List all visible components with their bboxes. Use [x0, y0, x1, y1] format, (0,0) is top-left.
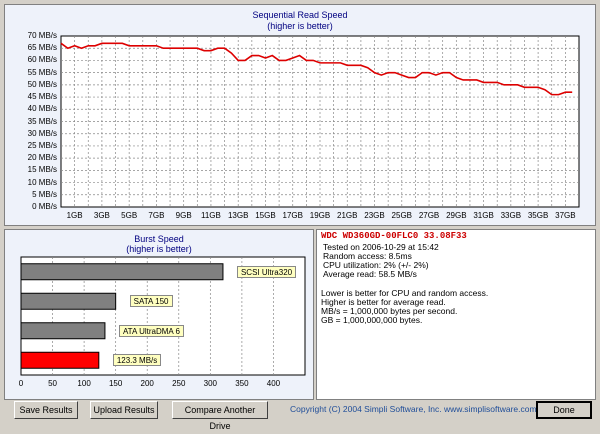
- sequential-y-tick-label: 25 MB/s: [27, 140, 57, 150]
- burst-subtitle: (higher is better): [126, 244, 192, 254]
- sequential-y-tick-label: 5 MB/s: [32, 189, 57, 199]
- burst-x-tick-label: 100: [77, 379, 91, 388]
- sequential-y-tick-label: 50 MB/s: [27, 79, 57, 89]
- burst-x-tick-label: 250: [172, 379, 186, 388]
- sequential-y-tick-label: 15 MB/s: [27, 165, 57, 175]
- sequential-y-tick-label: 10 MB/s: [27, 177, 57, 187]
- burst-x-tick-label: 300: [203, 379, 217, 388]
- copyright-text: Copyright (C) 2004 Simpli Software, Inc.…: [290, 404, 537, 414]
- burst-bar-label: SATA 150: [129, 295, 173, 308]
- sequential-x-tick-label: 11GB: [201, 211, 221, 220]
- burst-x-tick-label: 400: [266, 379, 281, 388]
- sequential-x-tick-label: 21GB: [337, 211, 358, 220]
- sequential-y-tick-label: 20 MB/s: [27, 153, 57, 163]
- sequential-x-tick-label: 1GB: [66, 211, 83, 220]
- average-read: Average read: 58.5 MB/s: [323, 269, 417, 279]
- save-results-button[interactable]: Save Results: [14, 401, 78, 419]
- sequential-x-tick-label: 29GB: [446, 211, 467, 220]
- sequential-title: Sequential Read Speed: [252, 10, 348, 20]
- sequential-y-tick-label: 40 MB/s: [27, 104, 57, 114]
- sequential-x-tick-label: 7GB: [148, 211, 165, 220]
- sequential-x-tick-label: 31GB: [473, 211, 494, 220]
- sequential-x-tick-label: 15GB: [255, 211, 276, 220]
- sequential-read-line: [60, 42, 573, 96]
- burst-bar: [20, 351, 100, 369]
- burst-title: Burst Speed: [134, 234, 184, 244]
- sequential-read-chart: [60, 35, 580, 208]
- burst-x-tick-label: 150: [108, 379, 123, 388]
- burst-bar-label: 123.3 MB/s: [112, 354, 162, 367]
- note-gb-definition: GB = 1,000,000,000 bytes.: [321, 315, 423, 325]
- sequential-y-tick-label: 70 MB/s: [27, 31, 57, 40]
- sequential-y-tick-label: 45 MB/s: [27, 92, 57, 102]
- sequential-x-tick-label: 27GB: [418, 211, 440, 220]
- note-lower-better: Lower is better for CPU and random acces…: [321, 288, 489, 298]
- sequential-x-tick-label: 19GB: [309, 211, 331, 220]
- sequential-y-tick-label: 60 MB/s: [27, 55, 57, 65]
- sequential-x-tick-label: 33GB: [500, 211, 522, 220]
- burst-bar: [20, 263, 224, 281]
- sequential-x-tick-label: 37GB: [555, 211, 576, 220]
- sequential-x-tick-label: 3GB: [93, 211, 110, 220]
- sequential-y-tick-label: 35 MB/s: [27, 116, 57, 126]
- tested-date: Tested on 2006-10-29 at 15:42: [323, 242, 439, 252]
- burst-x-tick-label: 50: [48, 379, 57, 388]
- burst-x-tick-label: 0: [18, 379, 24, 388]
- burst-bar: [20, 322, 106, 340]
- drive-info-panel: WDC WD360GD-00FLC0 33.08F33 Tested on 20…: [316, 229, 596, 400]
- burst-x-tick-label: 200: [140, 379, 154, 388]
- burst-bar: [20, 292, 117, 310]
- burst-bar-label: SCSI Ultra320: [236, 265, 297, 278]
- sequential-y-tick-label: 55 MB/s: [27, 67, 57, 77]
- sequential-x-tick-label: 17GB: [282, 211, 303, 220]
- drive-model: WDC WD360GD-00FLC0 33.08F33: [321, 231, 467, 241]
- random-access: Random access: 8.5ms: [323, 251, 412, 261]
- sequential-read-panel: Sequential Read Speed (higher is better)…: [4, 4, 596, 226]
- burst-speed-panel: Burst Speed (higher is better) 0 50 100 150…: [4, 229, 314, 400]
- sequential-x-tick-label: 13GB: [227, 211, 249, 220]
- burst-x-tick-label: 350: [235, 379, 249, 388]
- sequential-x-tick-label: 25GB: [391, 211, 413, 220]
- cpu-utilization: CPU utilization: 2% (+/- 2%): [323, 260, 429, 270]
- sequential-x-tick-label: 5GB: [121, 211, 138, 220]
- upload-results-button[interactable]: Upload Results: [90, 401, 158, 419]
- done-button[interactable]: Done: [536, 401, 592, 419]
- burst-bar-label: ATA UltraDMA 6: [118, 324, 184, 337]
- note-higher-better: Higher is better for average read.: [321, 297, 446, 307]
- burst-speed-chart: [20, 256, 306, 376]
- sequential-y-tick-label: 65 MB/s: [27, 43, 57, 53]
- note-mbs-definition: MB/s = 1,000,000 bytes per second.: [321, 306, 458, 316]
- sequential-x-tick-label: 35GB: [527, 211, 549, 220]
- sequential-y-tick-label: 0 MB/s: [32, 202, 57, 211]
- sequential-subtitle: (higher is better): [267, 21, 333, 31]
- sequential-y-tick-label: 30 MB/s: [27, 128, 57, 138]
- sequential-x-tick-label: 9GB: [175, 211, 192, 220]
- compare-another-drive-button[interactable]: Compare Another Drive: [172, 401, 268, 431]
- sequential-x-tick-label: 23GB: [364, 211, 385, 220]
